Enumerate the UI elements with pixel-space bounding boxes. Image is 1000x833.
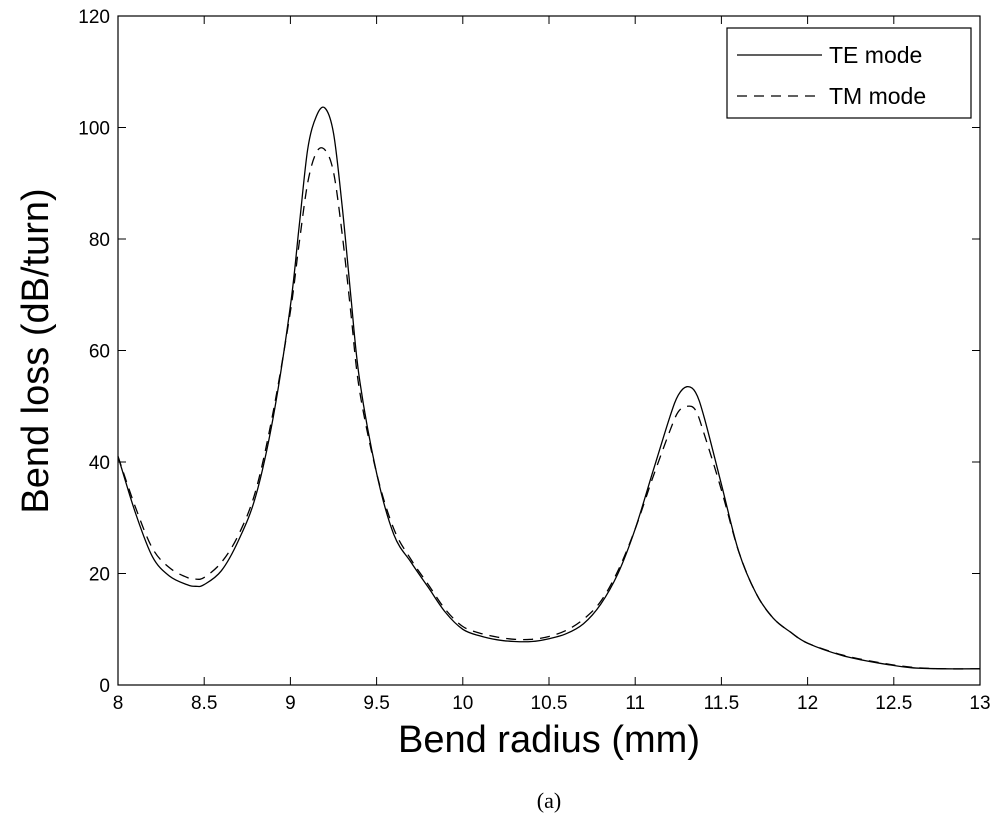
legend-label-te-mode: TE mode	[829, 42, 922, 68]
x-tick-label: 9	[285, 693, 296, 714]
legend-box	[726, 27, 972, 119]
x-tick-label: 9.5	[363, 693, 389, 714]
y-tick-label: 80	[89, 230, 110, 251]
x-tick-label: 12.5	[875, 693, 912, 714]
y-tick-label: 60	[89, 342, 110, 363]
x-tick-label: 11	[625, 693, 645, 714]
legend: TE mode TM mode	[726, 27, 972, 119]
y-axis-ticks: 0 20 40 60 80 100 120	[78, 7, 980, 697]
x-tick-label: 13	[969, 693, 990, 714]
y-tick-label: 120	[78, 7, 110, 28]
y-tick-label: 100	[78, 119, 110, 140]
legend-label-tm-mode: TM mode	[829, 83, 926, 109]
y-tick-label: 40	[89, 453, 110, 474]
series-lines	[117, 106, 981, 670]
x-tick-label: 8	[113, 693, 124, 714]
x-tick-label: 12	[797, 693, 818, 714]
x-tick-label: 11.5	[704, 693, 740, 714]
x-axis-ticks: 8 8.5 9 9.5 10 10.5 11 11.5 12 12.5 13	[113, 16, 991, 714]
x-axis-label: Bend radius (mm)	[398, 719, 700, 761]
y-tick-label: 0	[99, 676, 110, 697]
x-tick-label: 10.5	[531, 693, 568, 714]
plot-area	[117, 15, 981, 686]
series-line-tm-mode	[117, 147, 981, 670]
y-tick-label: 20	[89, 565, 110, 586]
x-tick-label: 10	[452, 693, 473, 714]
figure-caption: (a)	[537, 788, 561, 813]
y-axis-label: Bend loss (dB/turn)	[15, 188, 57, 513]
x-tick-label: 8.5	[191, 693, 217, 714]
